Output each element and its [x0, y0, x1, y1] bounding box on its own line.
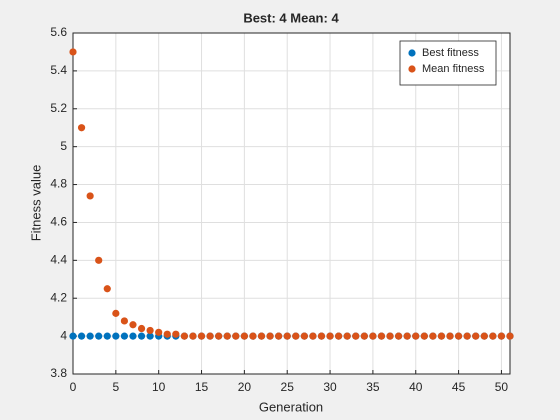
- point: [369, 332, 377, 340]
- x-tick-label: 10: [152, 380, 166, 394]
- point: [480, 332, 488, 340]
- point: [120, 317, 129, 325]
- point: [343, 332, 351, 340]
- y-tick-label: 5: [60, 139, 67, 153]
- point: [403, 332, 411, 340]
- point: [95, 332, 103, 340]
- x-tick-label: 0: [70, 380, 77, 394]
- point: [129, 321, 137, 329]
- x-tick-label: 35: [366, 380, 380, 394]
- x-tick-label: 45: [452, 380, 466, 394]
- point: [137, 332, 146, 340]
- axes-box: [72, 32, 511, 375]
- point: [412, 332, 420, 340]
- legend-marker: [408, 49, 416, 57]
- y-axis-label: Fitness value: [28, 165, 43, 242]
- y-tick-label: 4.6: [50, 215, 67, 229]
- legend-marker: [408, 65, 416, 73]
- point: [386, 332, 394, 340]
- x-tick-label: 20: [238, 380, 252, 394]
- legend-label: Best fitness: [422, 47, 479, 59]
- point: [335, 332, 343, 340]
- point: [180, 332, 188, 340]
- point: [326, 332, 334, 340]
- point: [172, 330, 180, 338]
- point: [489, 332, 497, 340]
- point: [103, 332, 111, 340]
- point: [257, 332, 266, 340]
- point: [155, 328, 163, 336]
- point: [189, 332, 197, 340]
- y-tick-label: 4.2: [50, 290, 67, 304]
- point: [137, 324, 146, 333]
- point: [146, 326, 154, 335]
- point: [215, 332, 223, 340]
- point: [283, 332, 291, 340]
- x-tick-label: 25: [281, 380, 295, 394]
- x-tick-label: 5: [112, 380, 119, 394]
- point: [395, 332, 403, 340]
- point: [454, 332, 463, 340]
- x-tick-label: 30: [323, 380, 337, 394]
- point: [112, 332, 120, 340]
- point: [352, 332, 360, 340]
- legend-box: [399, 40, 497, 86]
- y-tick-label: 4.4: [50, 253, 67, 267]
- plot-area: [73, 33, 510, 374]
- point: [163, 330, 171, 338]
- point: [463, 332, 471, 340]
- point: [429, 332, 437, 340]
- point: [309, 332, 317, 340]
- point: [77, 124, 86, 132]
- legend-label: Mean fitness: [422, 63, 485, 75]
- point: [69, 48, 77, 56]
- point: [69, 332, 77, 340]
- point: [120, 332, 129, 340]
- point: [497, 332, 506, 340]
- point: [292, 332, 300, 340]
- y-tick-label: 5.2: [50, 101, 67, 115]
- y-tick-label: 4.8: [50, 177, 67, 191]
- point: [112, 309, 120, 317]
- point: [300, 332, 308, 340]
- y-tick-label: 4: [60, 328, 67, 342]
- point: [317, 332, 326, 340]
- point: [77, 332, 86, 340]
- point: [129, 332, 137, 340]
- point: [86, 192, 94, 200]
- point: [446, 332, 454, 340]
- y-tick-label: 5.6: [50, 25, 67, 39]
- point: [95, 256, 103, 264]
- x-tick-label: 40: [409, 380, 423, 394]
- x-tick-label: 15: [195, 380, 209, 394]
- point: [360, 332, 368, 340]
- point: [377, 332, 386, 340]
- point: [506, 332, 514, 340]
- y-tick-label: 5.4: [50, 63, 67, 77]
- point: [232, 332, 240, 340]
- point: [249, 332, 257, 340]
- point: [275, 332, 283, 340]
- point: [206, 332, 214, 340]
- point: [240, 332, 248, 340]
- y-tick-label: 3.8: [50, 366, 67, 380]
- x-tick-label: 50: [495, 380, 509, 394]
- point: [146, 332, 154, 340]
- point: [420, 332, 428, 340]
- point: [266, 332, 274, 340]
- point: [103, 285, 111, 293]
- point: [437, 332, 446, 340]
- chart-title: Best: 4 Mean: 4: [243, 10, 339, 25]
- point: [223, 332, 231, 340]
- point: [197, 332, 206, 340]
- point: [86, 332, 94, 340]
- x-axis-label: Generation: [259, 399, 323, 414]
- point: [472, 332, 480, 340]
